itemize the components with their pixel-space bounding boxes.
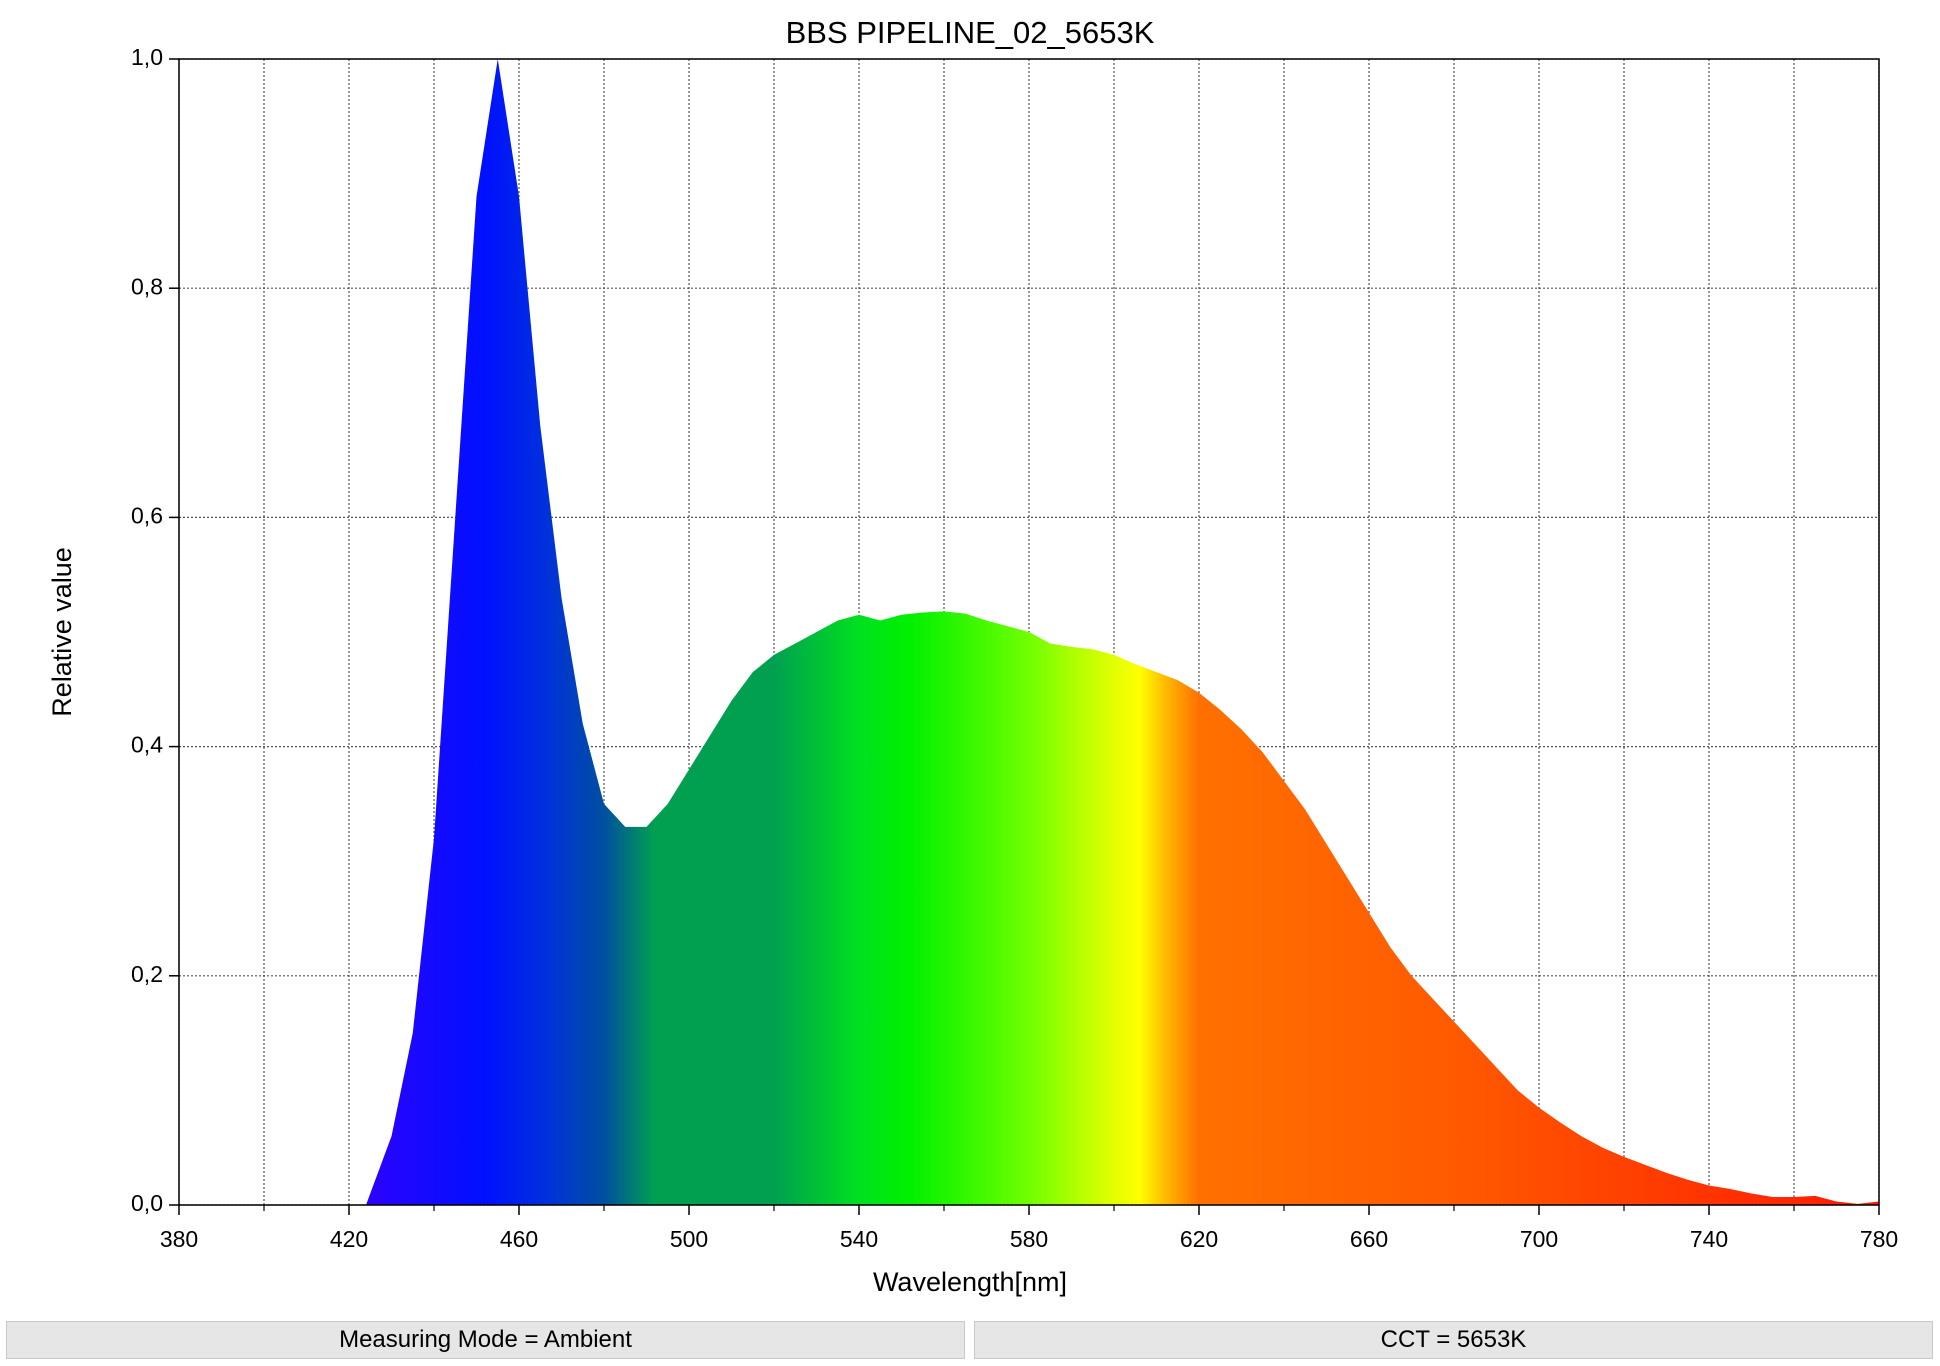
x-tick-label: 660 xyxy=(1350,1226,1388,1252)
status-mode: Measuring Mode = Ambient xyxy=(6,1321,965,1359)
plot-frame xyxy=(178,58,1880,1206)
x-tick-label: 420 xyxy=(330,1226,368,1252)
status-cct: CCT = 5653K xyxy=(974,1321,1933,1359)
y-tick-label: 1,0 xyxy=(131,44,163,70)
x-tick-label: 780 xyxy=(1860,1226,1898,1252)
y-tick-label: 0,0 xyxy=(131,1190,163,1216)
x-tick-label: 700 xyxy=(1520,1226,1558,1252)
chart-title: BBS PIPELINE_02_5653K xyxy=(786,15,1155,50)
x-tick-label: 460 xyxy=(500,1226,538,1252)
x-tick-label: 500 xyxy=(670,1226,708,1252)
spectrum-area xyxy=(366,59,1879,1205)
y-tick-label: 0,4 xyxy=(131,732,163,758)
chart: BBS PIPELINE_02_5653K Wavelength[nm] Rel… xyxy=(47,15,1898,1297)
x-tick-label: 380 xyxy=(160,1226,198,1252)
x-tick-label: 540 xyxy=(840,1226,878,1252)
x-tick-label: 740 xyxy=(1690,1226,1728,1252)
y-axis-label: Relative value xyxy=(47,547,77,717)
x-tick-label: 620 xyxy=(1180,1226,1218,1252)
x-tick-label: 580 xyxy=(1010,1226,1048,1252)
y-tick-label: 0,8 xyxy=(131,273,163,299)
y-tick-label: 0,2 xyxy=(131,961,163,987)
x-axis-label: Wavelength[nm] xyxy=(873,1267,1067,1297)
y-tick-label: 0,6 xyxy=(131,502,163,528)
